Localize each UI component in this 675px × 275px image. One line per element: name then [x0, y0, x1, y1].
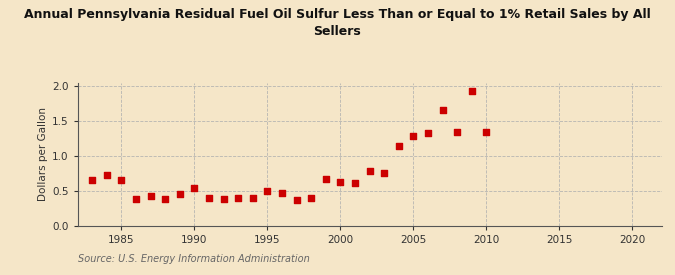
Y-axis label: Dollars per Gallon: Dollars per Gallon — [38, 107, 48, 201]
Point — [481, 130, 491, 134]
Point — [189, 186, 200, 190]
Text: Annual Pennsylvania Residual Fuel Oil Sulfur Less Than or Equal to 1% Retail Sal: Annual Pennsylvania Residual Fuel Oil Su… — [24, 8, 651, 38]
Point — [218, 197, 229, 201]
Point — [408, 133, 418, 138]
Point — [160, 197, 171, 201]
Point — [131, 197, 142, 201]
Point — [350, 181, 360, 185]
Point — [364, 169, 375, 173]
Point — [101, 173, 112, 177]
Point — [87, 178, 98, 182]
Point — [379, 171, 389, 175]
Point — [116, 178, 127, 182]
Point — [277, 191, 288, 195]
Point — [262, 188, 273, 193]
Point — [291, 197, 302, 202]
Point — [394, 144, 404, 148]
Point — [204, 196, 215, 200]
Point — [335, 180, 346, 185]
Point — [452, 130, 462, 134]
Point — [321, 177, 331, 181]
Point — [145, 193, 156, 198]
Point — [247, 196, 258, 200]
Point — [233, 196, 244, 200]
Point — [306, 196, 317, 200]
Text: Source: U.S. Energy Information Administration: Source: U.S. Energy Information Administ… — [78, 254, 309, 264]
Point — [423, 131, 433, 135]
Point — [174, 192, 185, 196]
Point — [466, 89, 477, 93]
Point — [437, 108, 448, 112]
